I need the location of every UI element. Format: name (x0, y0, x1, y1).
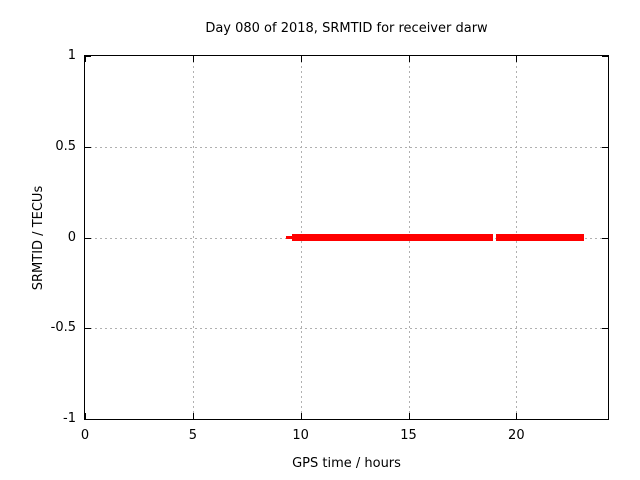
x-tick-mark-top (192, 56, 194, 62)
y-tick-label: -0.5 (50, 320, 76, 336)
series-segment (292, 234, 493, 241)
x-tick-mark-top (300, 56, 302, 62)
x-tick-mark-bottom (300, 413, 302, 419)
x-tick-label: 10 (292, 428, 309, 443)
x-tick-label: 0 (80, 428, 90, 443)
series-segment (286, 236, 293, 239)
plot-area: 0 5 10 15 20 -1 -0.5 0 0.5 1 (51, 48, 609, 443)
y-gridline (85, 146, 608, 148)
x-tick-label: 15 (400, 428, 417, 443)
y-tick-mark-left (85, 146, 91, 148)
x-tick-mark-top (408, 56, 410, 62)
y-tick-label: -1 (63, 411, 76, 426)
x-tick-mark-bottom (408, 413, 410, 419)
x-tick-mark-bottom (516, 413, 518, 419)
x-tick-label: 20 (508, 428, 525, 443)
y-tick-mark-right (602, 328, 608, 330)
y-tick-label: 0 (67, 229, 76, 245)
x-axis-label: GPS time / hours (292, 456, 401, 471)
y-tick-mark-right (602, 146, 608, 148)
y-tick-mark-left (85, 56, 91, 57)
y-tick-mark-left (85, 419, 91, 420)
series-segment (495, 234, 584, 241)
x-tick-label: 5 (188, 428, 197, 443)
y-tick-mark-right (602, 419, 608, 420)
y-tick-label: 0.5 (55, 138, 76, 154)
y-axis-label: SRMTID / TECUs (31, 185, 46, 291)
y-tick-mark-right (602, 237, 608, 239)
x-tick-mark-top (516, 56, 518, 62)
y-tick-mark-left (85, 237, 91, 239)
x-tick-mark-bottom (85, 413, 86, 419)
chart-title: Day 080 of 2018, SRMTID for receiver dar… (205, 21, 488, 36)
x-tick-mark-bottom (192, 413, 194, 419)
y-tick-mark-right (602, 56, 608, 57)
y-tick-mark-left (85, 328, 91, 330)
x-tick-mark-top (85, 56, 86, 62)
y-tick-label: 1 (67, 48, 76, 63)
y-gridline (85, 328, 608, 330)
